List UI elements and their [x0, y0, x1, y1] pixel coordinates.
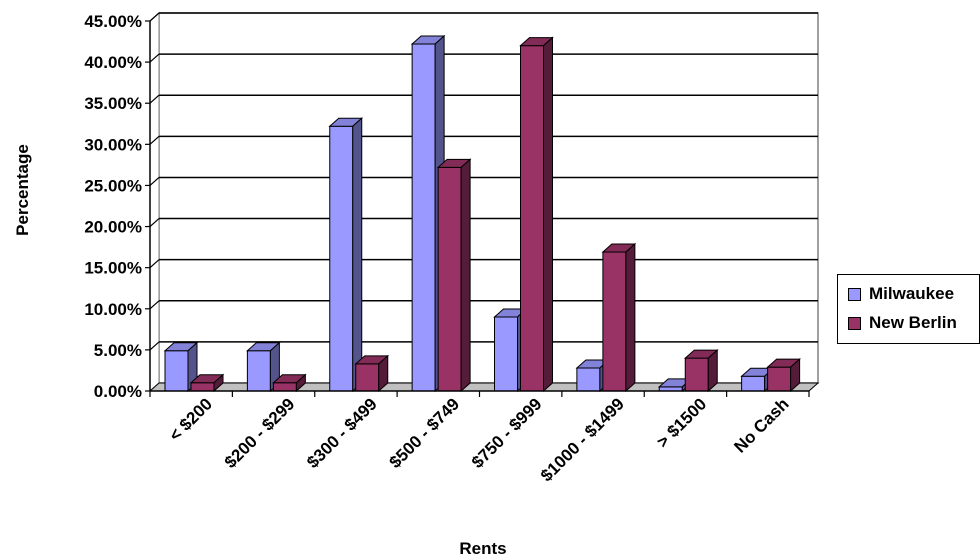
bars [163, 34, 801, 393]
bar [766, 358, 801, 393]
axes [145, 20, 810, 397]
gridline-side [149, 218, 160, 228]
x-tick-label: $200 - $299 [221, 394, 299, 472]
legend-swatch-new-berlin [848, 316, 861, 330]
bar [246, 341, 281, 393]
x-axis-title: Rents [459, 539, 506, 558]
bar [163, 341, 199, 393]
bar-front [767, 366, 792, 392]
bar [683, 348, 719, 393]
gridlines [149, 12, 818, 351]
bar-front [164, 350, 189, 392]
legend-swatch-milwaukee [848, 287, 861, 301]
legend: Milwaukee New Berlin [837, 274, 980, 344]
bar [328, 117, 364, 393]
gridline-side [149, 259, 160, 269]
bar-front [329, 125, 354, 392]
y-tick-labels: 0.00% 5.00% 10.00% 15.00% 20.00% 25.00% 30.00%… [84, 12, 142, 401]
gridline-side [149, 12, 160, 22]
bar-side [790, 358, 801, 393]
gridline-side [149, 300, 160, 310]
bar-front [411, 43, 436, 392]
y-tick-label: 30.00% [84, 135, 142, 154]
bar-side [352, 117, 363, 393]
y-tick-label: 0.00% [94, 382, 142, 401]
y-tick-label: 45.00% [84, 12, 142, 31]
gridline-side [149, 341, 160, 351]
bar-side [213, 373, 224, 393]
legend-label: Milwaukee [869, 284, 955, 303]
x-tick-label: $1000 - $1499 [537, 394, 628, 485]
bar-side [543, 36, 553, 393]
y-tick-label: 10.00% [84, 300, 142, 319]
y-tick-label: 35.00% [84, 94, 142, 113]
bar [519, 36, 554, 393]
legend-item-new-berlin: New Berlin [848, 313, 957, 333]
bar-side [378, 354, 389, 393]
back-wall [158, 12, 819, 384]
x-tick-label: < $200 [165, 394, 216, 445]
bar [436, 158, 472, 393]
bar [601, 242, 637, 393]
bar-front [602, 251, 627, 392]
gridline-side [149, 135, 160, 145]
bar-side [295, 373, 306, 393]
gridline-side [149, 176, 160, 186]
y-axis-title: Percentage [13, 144, 32, 236]
bar-front [355, 363, 380, 392]
x-tick-label: No Cash [730, 394, 792, 456]
bar-front [741, 375, 766, 392]
bar-front [494, 316, 518, 392]
legend-label: New Berlin [869, 313, 957, 332]
x-tick-label: $300 - $499 [303, 394, 381, 472]
bar-side [460, 158, 471, 393]
y-tick-label: 5.00% [94, 341, 142, 360]
bar-front [246, 350, 271, 392]
x-tick-label: > $1500 [653, 394, 710, 451]
side-wall [149, 11, 160, 393]
x-tick-labels: < $200 $200 - $299 $300 - $499 $500 - $749 $… [165, 394, 792, 485]
gridline-side [149, 53, 160, 63]
gridline-side [149, 94, 160, 104]
y-tick-label: 40.00% [84, 53, 142, 72]
bar-front [576, 367, 601, 392]
y-tick-label: 25.00% [84, 176, 142, 195]
bar [354, 354, 390, 393]
bar [272, 373, 307, 393]
bar-side [707, 348, 718, 393]
bar-front [684, 357, 709, 392]
bar-front [520, 45, 544, 392]
x-tick-label: $500 - $749 [386, 394, 464, 472]
plot-area [148, 11, 820, 393]
bar-front [190, 382, 215, 392]
legend-item-milwaukee: Milwaukee [848, 284, 954, 304]
y-tick-label: 20.00% [84, 218, 142, 237]
bar-front [272, 382, 297, 392]
y-tick-label: 15.00% [84, 259, 142, 278]
bar-front [437, 166, 462, 392]
x-tick-label: $750 - $999 [468, 394, 546, 472]
bar-side [625, 242, 636, 393]
